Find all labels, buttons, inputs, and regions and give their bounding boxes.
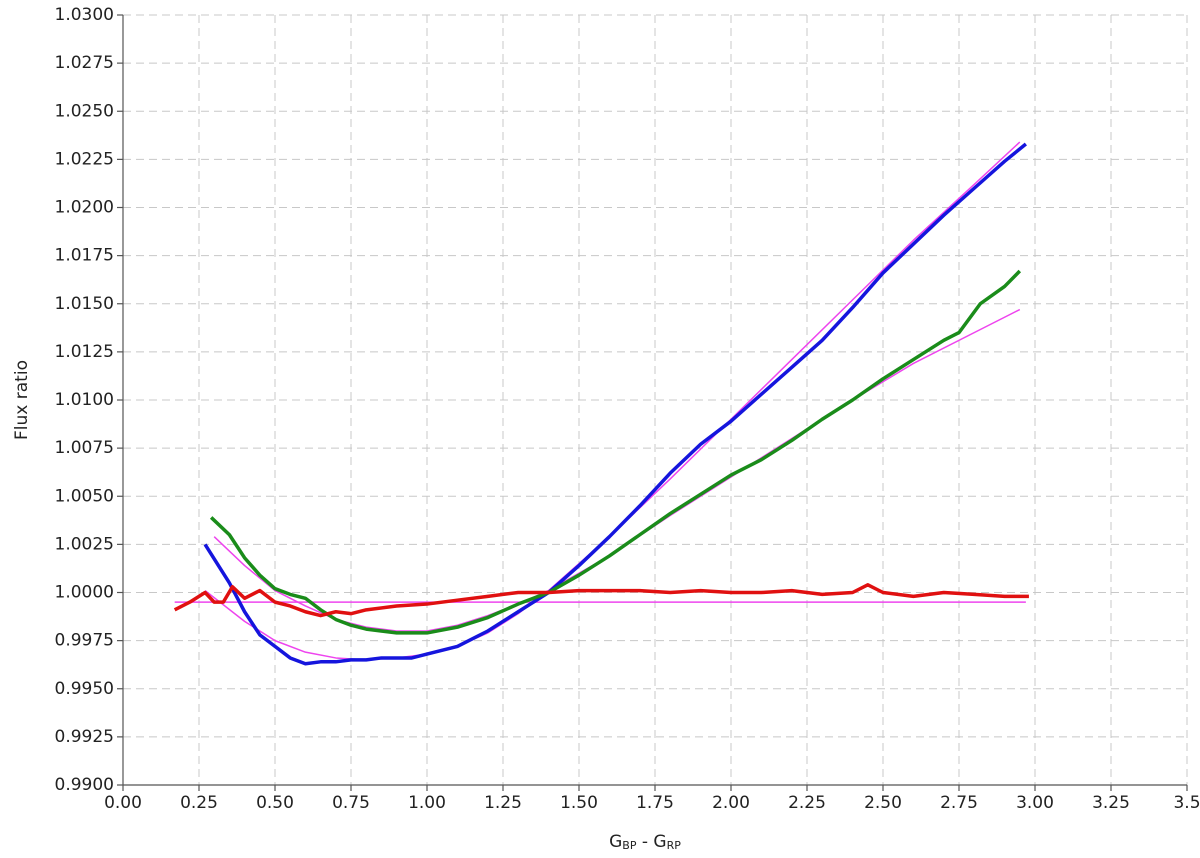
y-tick-label: 1.0175 <box>55 246 114 266</box>
x-tick-label: 3.00 <box>1016 793 1054 813</box>
y-tick-label: 1.0050 <box>55 486 114 506</box>
x-tick-label: 3.5 <box>1173 793 1200 813</box>
y-tick-label: 1.0250 <box>55 101 114 121</box>
y-tick-label: 0.9975 <box>55 631 114 651</box>
x-tick-label: 2.75 <box>940 793 978 813</box>
y-tick-label: 1.0100 <box>55 390 114 410</box>
y-tick-label: 1.0200 <box>55 198 114 218</box>
x-tick-label: 2.50 <box>864 793 902 813</box>
y-tick-label: 1.0150 <box>55 294 114 314</box>
x-tick-label: 0.75 <box>332 793 370 813</box>
y-tick-label: 1.0125 <box>55 342 114 362</box>
x-tick-label: 3.25 <box>1092 793 1130 813</box>
x-axis-label: GBP - GRP <box>609 832 681 852</box>
y-tick-label: 1.0025 <box>55 534 114 554</box>
data-line <box>213 308 1021 632</box>
data-line <box>173 583 1029 618</box>
x-tick-label: 1.00 <box>408 793 446 813</box>
y-tick-label: 1.0225 <box>55 149 114 169</box>
x-tick-label: 1.50 <box>560 793 598 813</box>
y-tick-label: 1.0300 <box>55 5 114 25</box>
y-tick-label: 0.9950 <box>55 679 114 699</box>
x-tick-label: 0.50 <box>256 793 294 813</box>
x-tick-label: 2.00 <box>712 793 750 813</box>
x-tick-label: 0.00 <box>104 793 142 813</box>
data-line <box>209 269 1022 635</box>
y-tick-label: 0.9925 <box>55 727 114 747</box>
y-axis-label: Flux ratio <box>12 360 32 440</box>
y-tick-label: 0.9900 <box>55 775 114 795</box>
y-tick-label: 1.0075 <box>55 438 114 458</box>
x-tick-label: 2.25 <box>788 793 826 813</box>
data-line <box>204 141 1021 661</box>
x-tick-label: 1.25 <box>484 793 522 813</box>
data-line <box>203 142 1027 666</box>
y-tick-label: 1.0000 <box>55 583 114 603</box>
y-tick-label: 1.0275 <box>55 53 114 73</box>
x-tick-label: 0.25 <box>180 793 218 813</box>
x-tick-label: 1.75 <box>636 793 674 813</box>
